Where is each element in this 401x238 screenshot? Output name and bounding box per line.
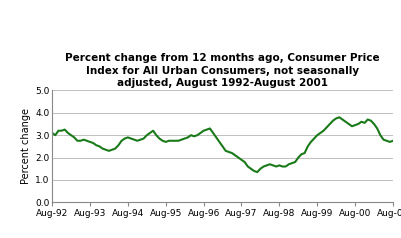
Y-axis label: Percent change: Percent change bbox=[21, 108, 31, 184]
Title: Percent change from 12 months ago, Consumer Price
Index for All Urban Consumers,: Percent change from 12 months ago, Consu… bbox=[65, 54, 380, 88]
